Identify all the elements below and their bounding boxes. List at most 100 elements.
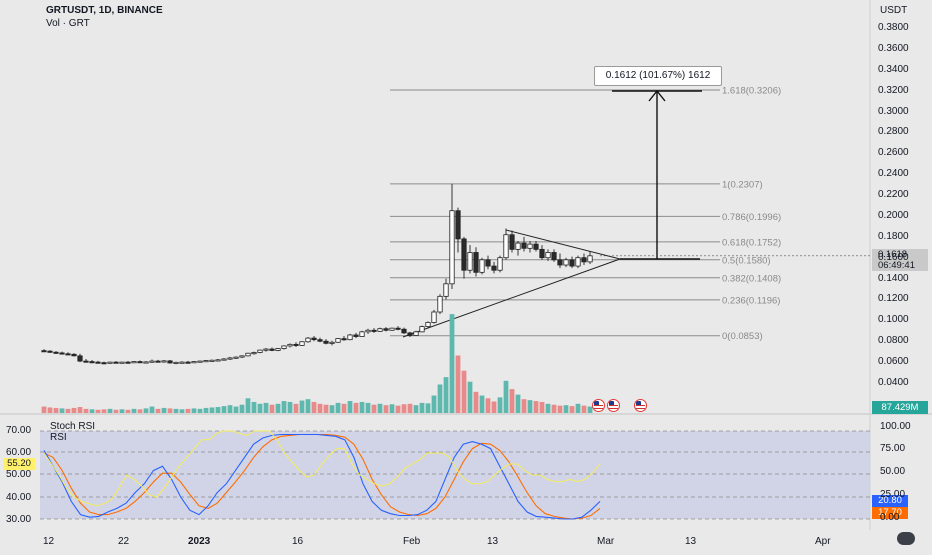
volume-bar — [47, 407, 53, 413]
candle-body — [557, 259, 563, 266]
volume-legend: Vol · GRT — [46, 18, 90, 29]
volume-bar — [527, 400, 533, 413]
candle-body — [515, 242, 521, 250]
candle-body — [395, 327, 401, 330]
volume-bar — [185, 408, 191, 413]
volume-bar — [509, 389, 515, 413]
volume-bar — [467, 381, 473, 413]
candle-body — [383, 328, 389, 331]
volume-bar — [401, 404, 407, 413]
candle-body — [449, 210, 455, 285]
candle-body — [221, 358, 227, 361]
rsi-line — [43, 430, 601, 507]
rsi-legend: RSI — [50, 432, 67, 443]
candle-body — [107, 361, 113, 364]
candle-body — [521, 242, 527, 249]
time-tick-label: Mar — [597, 536, 615, 547]
candle-body — [161, 360, 167, 363]
candle-body — [443, 283, 449, 297]
candle-body — [245, 352, 251, 357]
volume-bar — [461, 370, 467, 413]
volume-bar — [233, 406, 239, 413]
volume-bar — [443, 377, 449, 413]
candle-body — [365, 329, 371, 333]
volume-bar — [473, 391, 479, 413]
candle-body — [185, 361, 191, 364]
price-tick-label: 0.2200 — [878, 189, 909, 201]
settings-toggle-button[interactable] — [897, 532, 915, 545]
oscillator-band-bg — [40, 431, 870, 519]
candle-body — [491, 265, 497, 271]
stoch-tick-label: 25.00 — [880, 489, 906, 500]
candle-body — [467, 252, 473, 271]
us-event-flag-icon[interactable] — [607, 399, 620, 412]
candle-body — [281, 345, 287, 349]
volume-bar — [491, 401, 497, 413]
volume-bar — [503, 380, 509, 413]
volume-bar — [257, 403, 263, 413]
ascending-trendline — [402, 258, 621, 338]
us-event-flag-icon[interactable] — [592, 399, 605, 412]
candle-body — [413, 331, 419, 336]
volume-bar — [437, 384, 443, 413]
volume-value-tag: 87.429M — [872, 401, 928, 414]
price-tick-label: 0.0800 — [878, 335, 909, 347]
volume-bar — [173, 408, 179, 413]
volume-bar — [563, 405, 569, 413]
us-event-flag-icon[interactable] — [634, 399, 647, 412]
volume-bar — [167, 408, 173, 413]
time-tick-label: 2023 — [188, 536, 211, 547]
rsi-value-tag: 55.20 — [3, 458, 35, 470]
candle-body — [149, 360, 155, 363]
price-tick-label: 0.1800 — [878, 230, 909, 242]
arrow-head-icon — [648, 89, 666, 102]
price-tick-label: 0.2000 — [878, 209, 909, 221]
volume-bar — [485, 398, 491, 413]
volume-bar — [287, 401, 293, 413]
volume-bar — [197, 408, 203, 413]
candle-body — [263, 348, 269, 351]
bar-countdown: 06:49:41 — [878, 260, 915, 271]
rsi-tick-label: 60.00 — [6, 447, 32, 458]
stoch-tick-label: 50.00 — [880, 466, 906, 477]
price-tick-label: 0.3400 — [878, 63, 909, 75]
measure-label[interactable]: 0.1612 (101.67%) 1612 — [594, 66, 722, 86]
candle-body — [233, 356, 239, 359]
volume-bar — [203, 407, 209, 413]
price-tick-label: 0.3800 — [878, 22, 909, 33]
candle-body — [47, 350, 53, 353]
volume-bar — [455, 355, 461, 413]
candle-body — [41, 350, 47, 353]
volume-bar — [587, 406, 593, 413]
volume-bar — [545, 403, 551, 413]
volume-bar — [515, 394, 521, 413]
candle-body — [461, 238, 467, 271]
candle-body — [527, 243, 533, 249]
candle-body — [179, 361, 185, 364]
candle-body — [269, 348, 275, 351]
candle-body — [329, 341, 335, 344]
time-tick-label: 13 — [685, 536, 697, 547]
volume-bar — [227, 405, 233, 413]
stoch-tick-label: 75.00 — [880, 443, 906, 454]
price-tick-label: 0.1200 — [878, 293, 909, 305]
volume-bar — [359, 401, 365, 413]
candle-body — [101, 362, 107, 365]
fib-level-label: 0(0.0853) — [722, 331, 763, 342]
volume-bar — [161, 407, 167, 413]
stoch-tick-label: 0.00 — [880, 512, 900, 523]
volume-bar — [329, 405, 335, 413]
candle-body — [155, 360, 161, 363]
fib-level-label: 1.618(0.3206) — [722, 86, 781, 97]
volume-bar — [341, 403, 347, 413]
candle-body — [311, 337, 317, 341]
volume-bar — [479, 395, 485, 413]
candle-body — [197, 360, 203, 363]
volume-bar — [551, 404, 557, 413]
candle-body — [431, 311, 437, 323]
candle-body — [299, 341, 305, 346]
candle-body — [419, 326, 425, 333]
candle-body — [371, 329, 377, 332]
